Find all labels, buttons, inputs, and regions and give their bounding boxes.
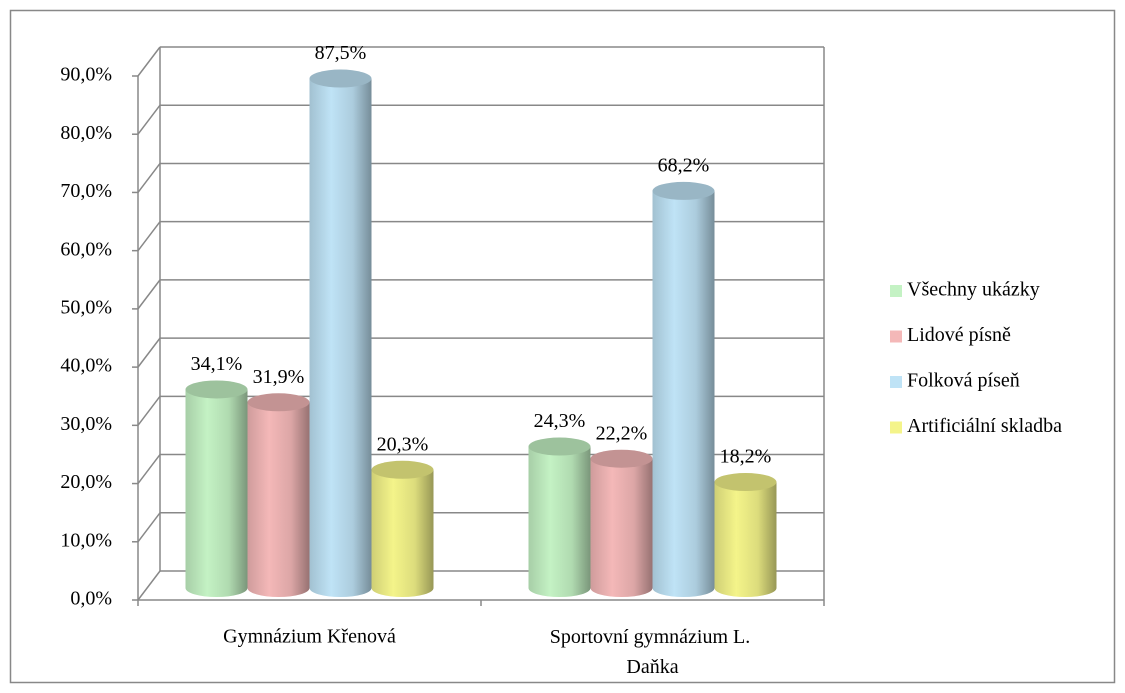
side-grid-line <box>137 395 161 426</box>
bar-body <box>185 389 248 588</box>
bar-body <box>247 402 310 588</box>
y-tick-label: 30,0% <box>60 413 112 435</box>
data-label: 34,1% <box>191 353 243 375</box>
side-grid-line <box>137 512 161 543</box>
bar-top <box>371 460 434 479</box>
side-grid-line <box>137 279 161 310</box>
bar <box>528 437 591 597</box>
data-label: 20,3% <box>377 433 429 455</box>
bar-body <box>371 469 434 588</box>
y-tick-label: 20,0% <box>60 471 112 493</box>
bar-top <box>247 393 310 412</box>
side-grid-line <box>137 46 161 77</box>
bar-body <box>714 482 777 588</box>
legend-label: Artificiální skladba <box>907 415 1062 437</box>
data-label: 87,5% <box>315 42 367 64</box>
legend-label: Lidové písně <box>907 324 1011 346</box>
side-grid-line <box>137 104 161 135</box>
bar-body <box>309 78 372 589</box>
y-tick-label: 40,0% <box>60 355 112 377</box>
y-tick-label: 60,0% <box>60 238 112 260</box>
side-grid-line <box>137 454 161 485</box>
bar-body <box>528 446 591 588</box>
y-tick-label: 80,0% <box>60 122 112 144</box>
bar-top <box>309 69 372 88</box>
data-label: 31,9% <box>253 366 305 388</box>
bar-body <box>590 458 653 588</box>
y-tick-label: 50,0% <box>60 296 112 318</box>
bar-body <box>652 190 715 588</box>
x-tick-label: Sportovní gymnázium L. Daňka <box>550 626 756 678</box>
x-tick-label: Gymnázium Křenová <box>223 626 396 648</box>
legend-label: Folková píseň <box>907 370 1020 392</box>
y-tick-label: 90,0% <box>60 64 112 86</box>
data-label: 18,2% <box>720 446 772 468</box>
side-grid-line <box>137 221 161 252</box>
bar <box>714 473 777 597</box>
bar <box>371 460 434 597</box>
bar <box>247 393 310 597</box>
bar <box>652 181 715 597</box>
legend-swatch <box>890 376 902 388</box>
data-label: 68,2% <box>658 155 710 177</box>
legend-swatch <box>890 285 902 297</box>
side-grid-line <box>137 337 161 368</box>
bar <box>590 449 653 597</box>
legend-label: Všechny ukázky <box>907 279 1040 301</box>
legend-swatch <box>890 330 902 343</box>
bar <box>309 69 372 597</box>
legend-swatch <box>890 421 902 434</box>
data-label: 24,3% <box>534 410 586 432</box>
bar-top <box>185 380 248 399</box>
bar-top <box>652 181 715 200</box>
y-tick-label: 10,0% <box>60 529 112 551</box>
bar-top <box>714 473 777 492</box>
side-grid-line <box>137 570 161 601</box>
data-label: 22,2% <box>596 422 648 444</box>
side-grid-line <box>137 162 161 193</box>
y-tick-label: 70,0% <box>60 180 112 202</box>
bar <box>185 380 248 597</box>
bar-top <box>590 449 653 468</box>
bar-top <box>528 437 591 456</box>
y-tick-label: 0,0% <box>70 588 112 610</box>
